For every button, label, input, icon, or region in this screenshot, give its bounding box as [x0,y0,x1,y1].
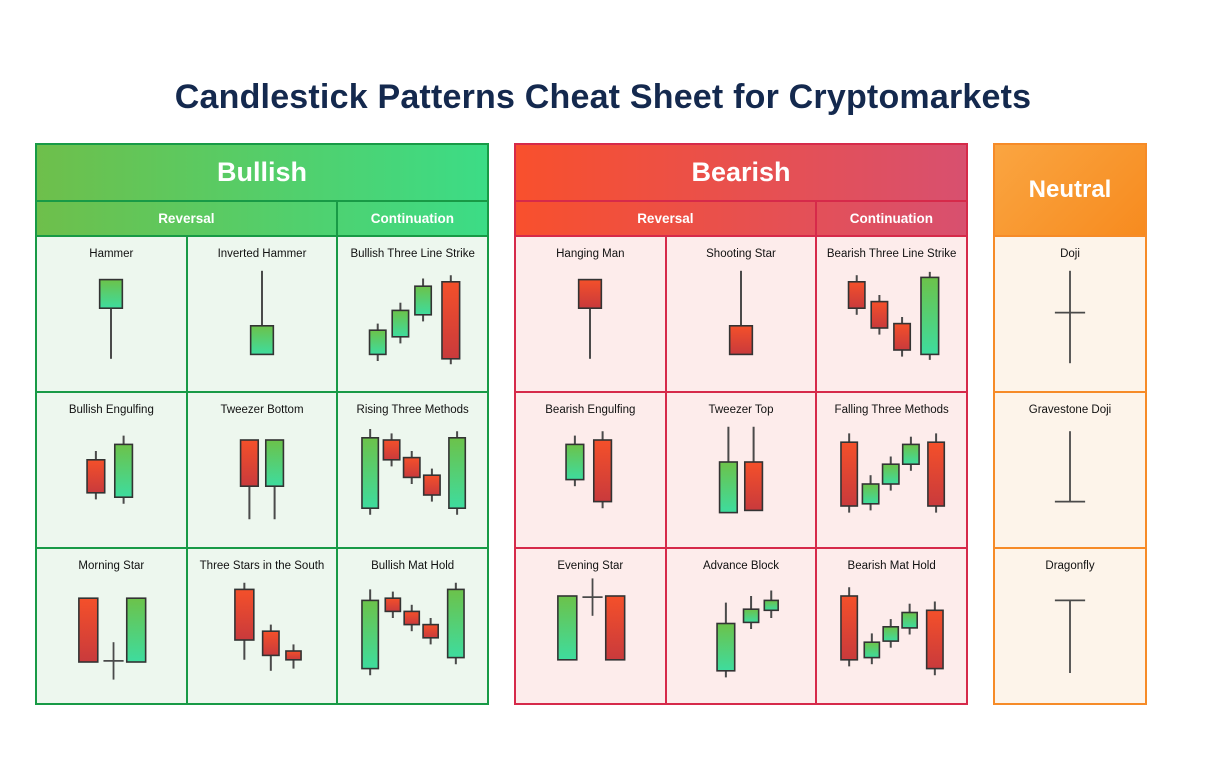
candlestick-diagram-bullish-mat-hold [360,582,465,676]
pattern-cell-bearish-three-line-strike: Bearish Three Line Strike [817,237,966,391]
candlestick-diagram-inverted-hammer [249,270,275,356]
pattern-name: Morning Star [78,560,145,572]
candlestick-diagram-bullish-three-line-strike [368,275,461,365]
pattern-name: Bearish Mat Hold [847,560,936,572]
pattern-name: Doji [1060,248,1080,260]
pattern-cell-bullish-three-line-strike: Bullish Three Line Strike [338,237,487,391]
pattern-cell-dragonfly: Dragonfly [995,549,1145,703]
candlestick-diagram-bearish-three-line-strike [847,271,940,360]
section-neutral-header: Neutral [995,145,1145,237]
pattern-name: Bearish Engulfing [545,404,636,416]
candlestick-diagram-tweezer-bottom [239,439,285,520]
candlestick-diagram-bearish-mat-hold [839,587,944,676]
section-bearish-subheader-row: Reversal Continuation [516,202,966,237]
pattern-name: Inverted Hammer [217,248,307,260]
pattern-cell-advance-block: Advance Block [666,549,816,703]
pattern-cell-rising-three-methods: Rising Three Methods [338,393,487,547]
pattern-name: Gravestone Doji [1028,404,1112,416]
candlestick-diagram-advance-block [716,590,779,678]
pattern-name: Shooting Star [706,248,776,260]
candlestick-diagram-gravestone-doji [1054,431,1086,503]
pattern-cell-doji: Doji [995,237,1145,391]
pattern-cell-hammer: Hammer [37,237,186,391]
subheader-continuation: Continuation [335,202,487,235]
pattern-cell-three-stars-in-the-south: Three Stars in the South [187,549,337,703]
pattern-cell-gravestone-doji: Gravestone Doji [995,393,1145,547]
pattern-cell-morning-star: Morning Star [37,549,186,703]
candlestick-diagram-tweezer-top [718,426,764,514]
section-bearish-grid: Hanging Man Shooting Star Bearish Three Li… [516,237,966,703]
candlestick-diagram-dragonfly [1054,599,1086,673]
candlestick-diagram-morning-star [78,597,147,680]
section-bearish: Bearish Reversal Continuation Hanging Man Sh… [514,143,968,705]
candlestick-diagram-bullish-engulfing [86,435,134,504]
pattern-name: Rising Three Methods [356,404,469,416]
pattern-name: Falling Three Methods [834,404,949,416]
pattern-name: Tweezer Top [708,404,774,416]
pattern-cell-inverted-hammer: Inverted Hammer [187,237,337,391]
pattern-name: Three Stars in the South [199,560,325,572]
candlestick-diagram-rising-three-methods [360,429,466,515]
pattern-cell-bearish-mat-hold: Bearish Mat Hold [817,549,966,703]
candlestick-diagram-shooting-star [728,270,754,356]
section-bearish-header: Bearish [516,145,966,202]
pattern-cell-bullish-engulfing: Bullish Engulfing [37,393,186,547]
pattern-cell-tweezer-top: Tweezer Top [666,393,816,547]
pattern-name: Bearish Three Line Strike [826,248,957,260]
section-neutral: Neutral Doji Gravestone Doji Dragonfly [993,143,1147,705]
pattern-name: Bullish Mat Hold [371,560,455,572]
pattern-name: Dragonfly [1045,560,1095,572]
pattern-cell-falling-three-methods: Falling Three Methods [817,393,966,547]
candlestick-diagram-hanging-man [578,278,603,359]
candlestick-diagram-hammer [99,278,124,359]
pattern-name: Advance Block [702,560,780,572]
subheader-reversal: Reversal [158,211,215,226]
section-bullish-header: Bullish [37,145,487,202]
pattern-name: Bullish Engulfing [68,404,154,416]
pattern-cell-bearish-engulfing: Bearish Engulfing [516,393,665,547]
candlestick-diagram-doji [1054,270,1086,364]
pattern-cell-hanging-man: Hanging Man [516,237,665,391]
candlestick-diagram-three-stars-in-the-south [234,582,302,671]
pattern-name: Hanging Man [556,248,625,260]
pattern-name: Hammer [89,248,134,260]
section-bullish: Bullish Reversal Continuation Hammer Inverte… [35,143,489,705]
section-bullish-grid: Hammer Inverted Hammer Bullish Three Line … [37,237,487,703]
pattern-name: Bullish Three Line Strike [350,248,475,260]
pattern-cell-shooting-star: Shooting Star [666,237,816,391]
candlestick-diagram-bearish-engulfing [565,431,613,509]
pattern-cell-tweezer-bottom: Tweezer Bottom [187,393,337,547]
tables-container: Bullish Reversal Continuation Hammer Inverte… [35,143,1147,705]
section-neutral-grid: Doji Gravestone Doji Dragonfly [995,237,1145,703]
subheader-reversal: Reversal [637,211,694,226]
pattern-cell-evening-star: Evening Star [516,549,665,703]
subheader-continuation: Continuation [814,202,966,235]
pattern-cell-bullish-mat-hold: Bullish Mat Hold [338,549,487,703]
section-bullish-subheader-row: Reversal Continuation [37,202,487,237]
candlestick-diagram-evening-star [557,578,626,661]
candlestick-diagram-falling-three-methods [839,433,945,513]
pattern-name: Tweezer Bottom [220,404,304,416]
pattern-name: Evening Star [557,560,624,572]
page-title: Candlestick Patterns Cheat Sheet for Cry… [174,78,1032,116]
